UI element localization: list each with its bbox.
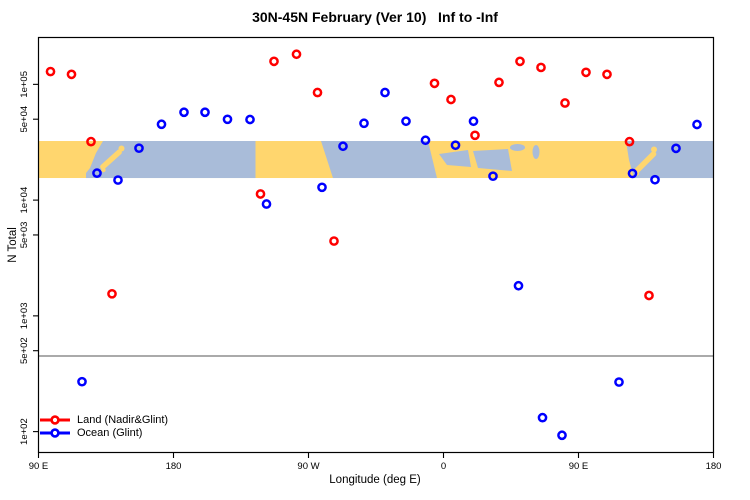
x-tick-label: 180	[706, 461, 722, 472]
y-tick-label: 1e+05	[19, 71, 30, 98]
data-point-ocean	[468, 116, 479, 127]
x-axis-title: Longitude (deg E)	[329, 474, 421, 486]
data-point-land	[45, 66, 56, 77]
legend-item-land: Land (Nadir&Glint)	[40, 413, 168, 427]
data-point-land	[581, 67, 591, 78]
data-point-ocean	[134, 143, 144, 154]
black-sea	[510, 144, 525, 151]
legend: Land (Nadir&Glint) Ocean (Glint)	[40, 413, 168, 440]
data-point-ocean	[245, 114, 255, 125]
data-point-ocean	[537, 412, 548, 423]
data-point-ocean	[614, 377, 624, 387]
data-point-land	[644, 290, 654, 301]
world-map-band	[38, 141, 714, 179]
data-point-ocean	[77, 376, 87, 387]
data-point-ocean	[317, 182, 327, 193]
x-tick-label: 180	[166, 461, 182, 472]
hokkaido-land	[651, 146, 657, 153]
mediterranean-west-sea	[439, 150, 471, 167]
korea-coast-land	[86, 141, 103, 173]
data-point-land	[470, 130, 480, 141]
data-point-land	[291, 49, 302, 60]
y-tick-label: 1e+04	[19, 187, 30, 214]
data-point-ocean	[380, 87, 390, 98]
x-tick-label: 90 W	[297, 461, 319, 472]
data-point-land	[66, 69, 77, 80]
legend-label: Ocean (Glint)	[77, 427, 143, 440]
x-tick-label: 0	[441, 461, 446, 472]
data-point-land	[255, 189, 266, 199]
land-marker-icon	[40, 415, 70, 425]
legend-label: Land (Nadir&Glint)	[77, 413, 169, 426]
caspian-sea	[532, 145, 540, 159]
legend-item-ocean: Ocean (Glint)	[40, 427, 168, 441]
data-point-ocean	[557, 430, 567, 441]
data-point-ocean	[92, 168, 102, 178]
data-point-land	[624, 136, 635, 147]
pacific-west-ocean	[86, 141, 256, 179]
data-point-land	[536, 62, 546, 73]
data-point-land	[269, 56, 279, 67]
data-point-land	[312, 87, 323, 98]
chart-title: 30N-45N February (Ver 10) Inf to -Inf	[252, 9, 498, 25]
pacific-east-ocean	[626, 141, 714, 179]
mediterranean-east-sea	[473, 149, 512, 171]
data-point-ocean	[692, 119, 702, 130]
data-point-land	[515, 56, 525, 67]
data-point-land	[107, 288, 117, 299]
data-point-land	[602, 69, 612, 80]
y-tick-label: 5e+04	[19, 106, 30, 133]
data-point-land	[560, 98, 570, 108]
data-point-land	[446, 94, 456, 105]
data-point-ocean	[222, 114, 233, 125]
japan-islands-land	[100, 149, 122, 170]
data-point-ocean	[513, 280, 524, 291]
data-point-ocean	[650, 174, 660, 185]
data-point-ocean	[338, 141, 348, 152]
data-point-ocean	[200, 107, 210, 118]
kyushu-land	[101, 167, 106, 173]
data-point-ocean	[627, 168, 638, 179]
y-tick-label: 5e+02	[19, 337, 30, 364]
hokkaido-land	[118, 145, 125, 152]
data-point-ocean	[401, 116, 411, 127]
data-point-ocean	[359, 118, 369, 129]
plot-border	[37, 36, 715, 454]
data-point-ocean	[450, 140, 461, 151]
data-point-ocean	[261, 199, 272, 209]
ocean-marker-icon	[40, 428, 70, 438]
data-point-ocean	[671, 143, 681, 154]
y-tick-label: 1e+02	[19, 418, 30, 445]
data-point-ocean	[488, 171, 498, 182]
data-point-land	[329, 236, 339, 246]
data-point-land	[494, 77, 504, 88]
x-tick-label: 90 E	[29, 461, 49, 472]
data-point-ocean	[420, 135, 431, 146]
data-point-ocean	[156, 119, 167, 130]
y-tick-label: 1e+03	[19, 303, 30, 330]
atlantic-ocean	[321, 141, 437, 179]
y-tick-label: 5e+03	[19, 222, 30, 249]
japan-islands-land	[634, 151, 657, 173]
data-point-ocean	[113, 175, 123, 185]
x-tick-label: 90 E	[569, 461, 589, 472]
data-point-land	[429, 78, 440, 89]
data-point-land	[86, 136, 96, 147]
data-point-ocean	[179, 107, 189, 118]
